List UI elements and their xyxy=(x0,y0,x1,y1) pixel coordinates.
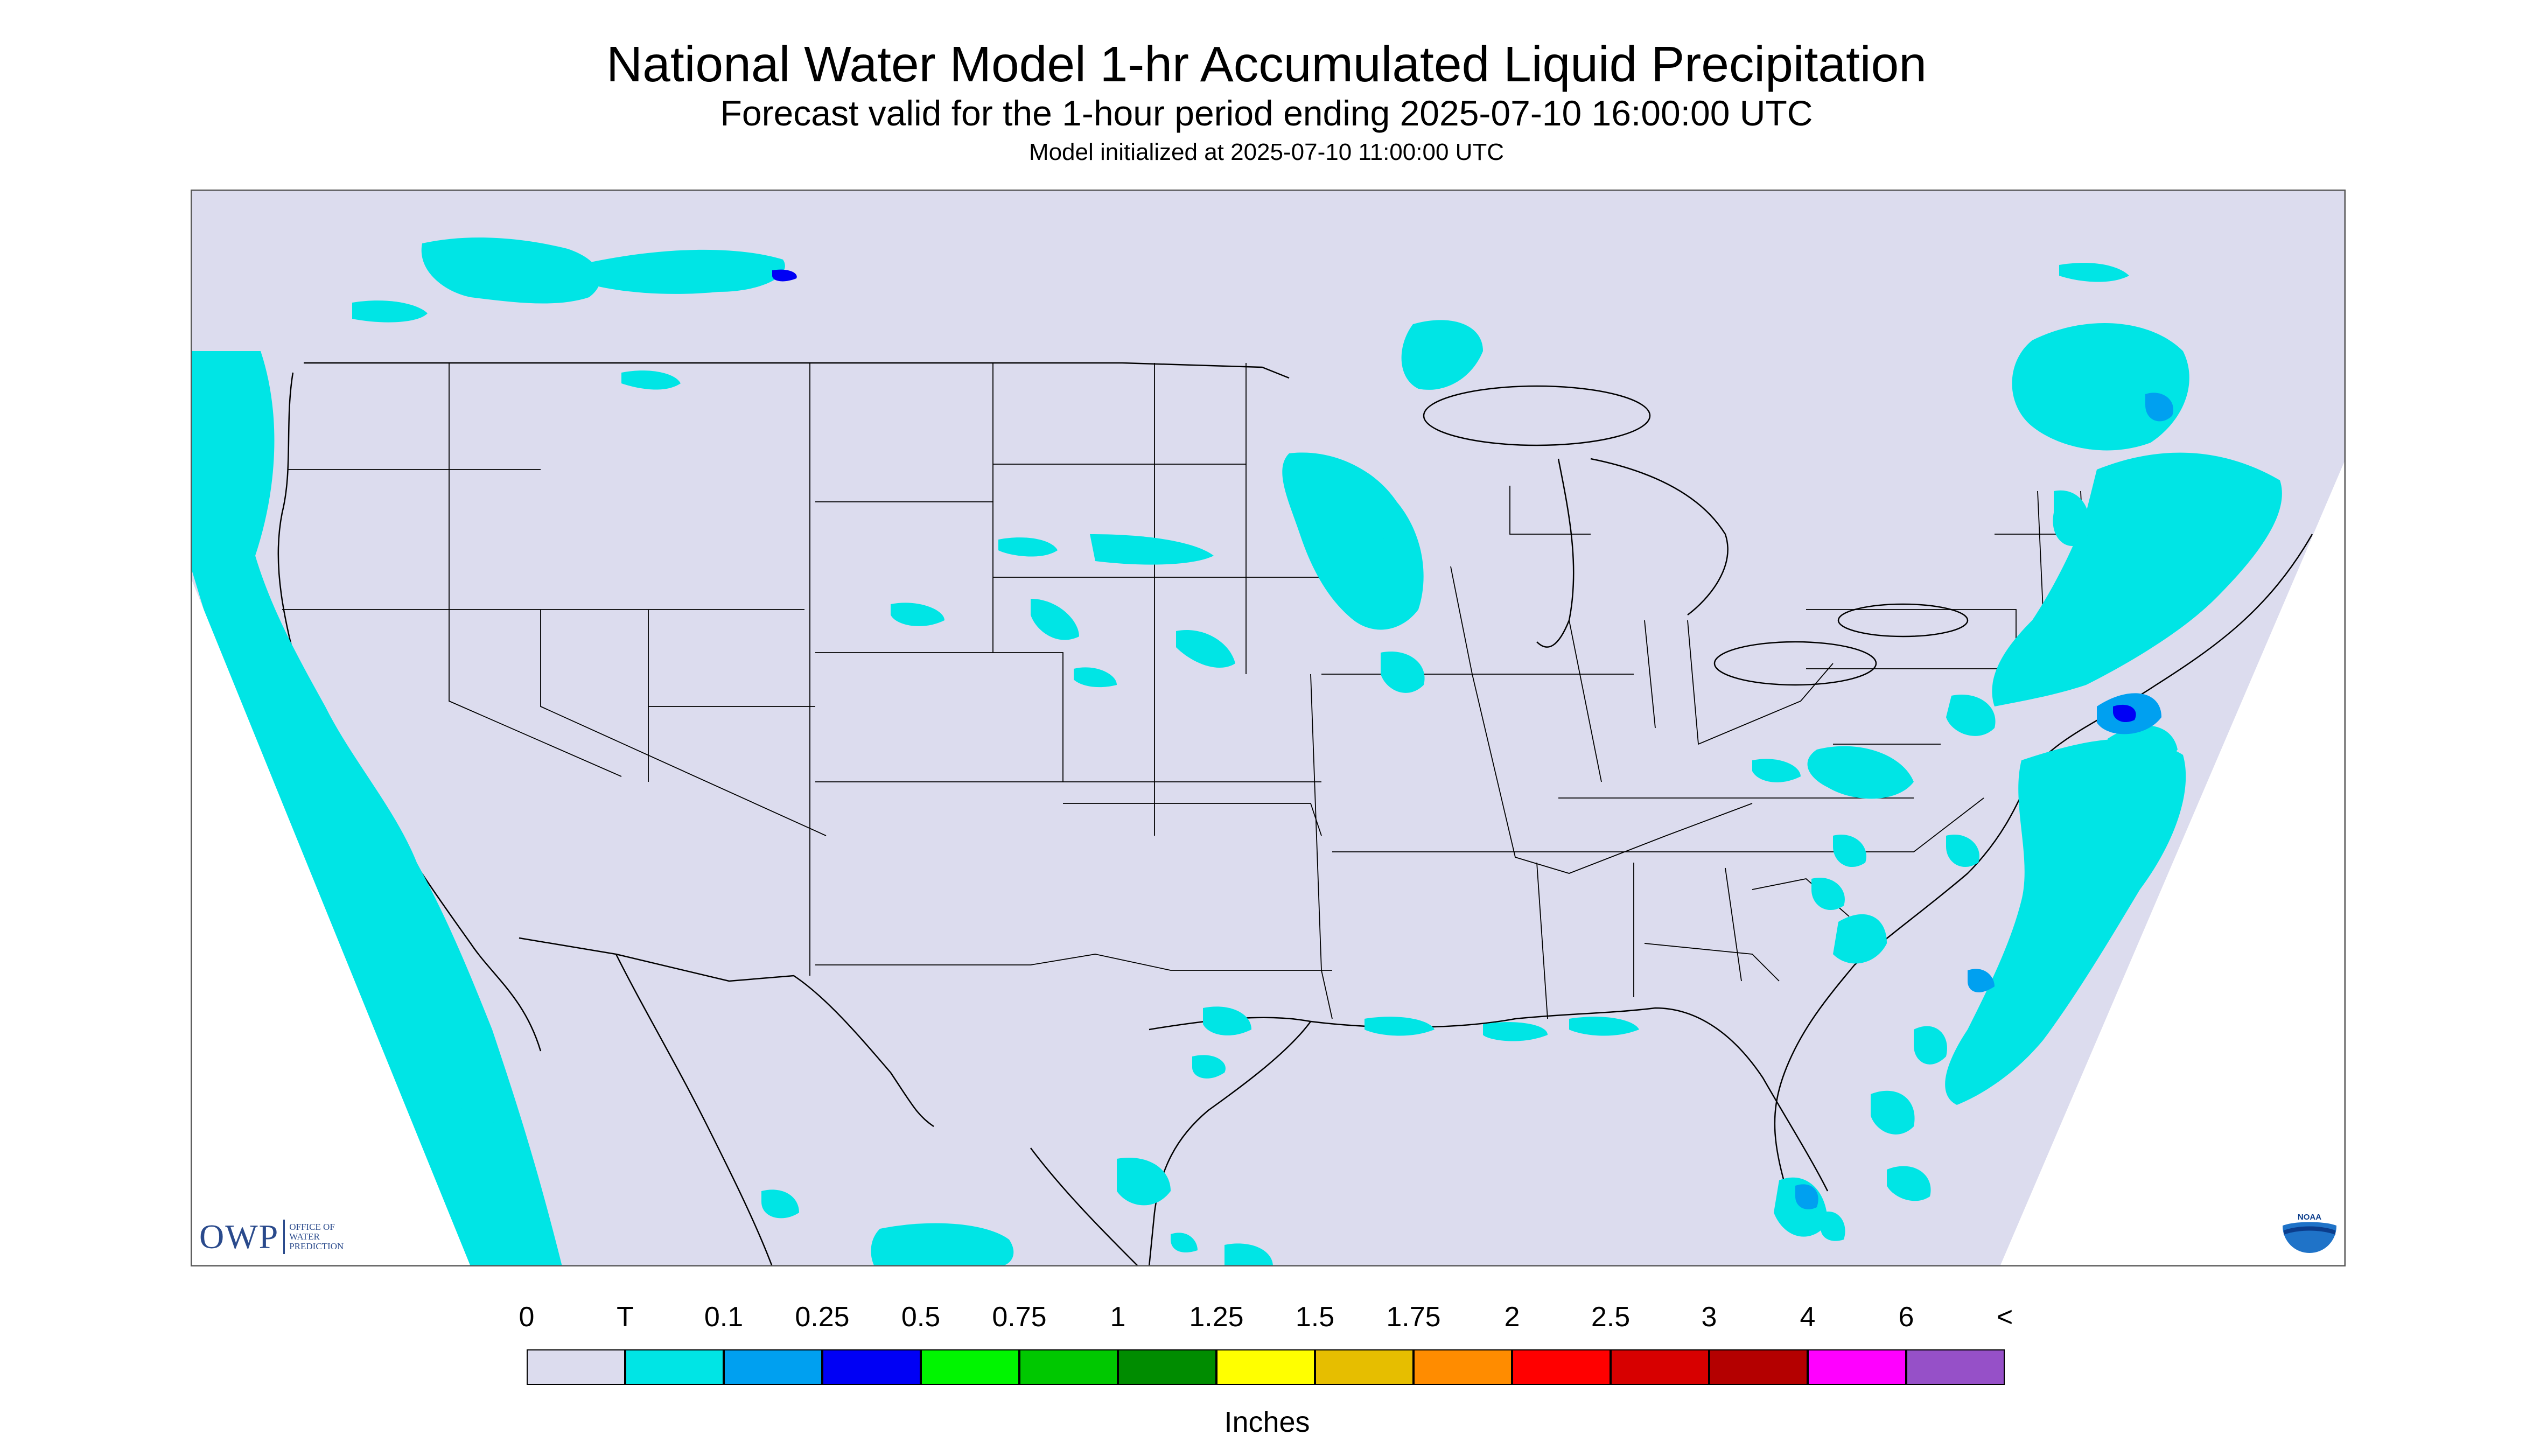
precipitation-map: NOAA xyxy=(191,190,2346,1266)
owp-mark: OWP xyxy=(199,1217,279,1256)
legend-tick-label: < xyxy=(1996,1301,2013,1333)
legend-tick-label: 6 xyxy=(1898,1301,1914,1333)
owp-name-line: PREDICTION xyxy=(289,1241,344,1251)
legend-tick-label: 1.5 xyxy=(1295,1301,1335,1333)
map-subtitle: Forecast valid for the 1-hour period end… xyxy=(720,93,1813,133)
legend-swatch xyxy=(1709,1349,1808,1385)
legend-tick-label: 0.25 xyxy=(795,1301,850,1333)
precip-trace-areas xyxy=(191,237,2282,1266)
owp-logo: OWP OFFICE OF WATER PREDICTION xyxy=(199,1217,344,1256)
legend-tick-label: 2 xyxy=(1504,1301,1520,1333)
legend-tick-label: 1.25 xyxy=(1189,1301,1244,1333)
legend-swatch xyxy=(724,1349,822,1385)
legend-swatch xyxy=(1414,1349,1512,1385)
legend-tick-label: 0.5 xyxy=(901,1301,941,1333)
map-title: National Water Model 1-hr Accumulated Li… xyxy=(606,36,1927,92)
legend-swatch xyxy=(527,1349,625,1385)
legend-swatch xyxy=(1906,1349,2005,1385)
legend-swatch xyxy=(1808,1349,1906,1385)
owp-name-line: OFFICE OF xyxy=(289,1222,335,1232)
legend-swatch xyxy=(1512,1349,1611,1385)
legend-tick-label: 2.5 xyxy=(1591,1301,1631,1333)
legend-tick-label: 0.1 xyxy=(704,1301,744,1333)
legend-units: Inches xyxy=(1224,1406,1310,1438)
legend-swatch xyxy=(1611,1349,1709,1385)
legend-swatch xyxy=(1315,1349,1414,1385)
outside-domain-masks xyxy=(191,459,2346,1266)
legend-tick-label: 4 xyxy=(1800,1301,1816,1333)
legend-tick-label: T xyxy=(617,1301,634,1333)
map-frame xyxy=(191,190,2346,1266)
legend-swatch xyxy=(1118,1349,1216,1385)
legend-swatch xyxy=(822,1349,921,1385)
owp-divider xyxy=(283,1220,285,1254)
legend-tick-label: 3 xyxy=(1701,1301,1717,1333)
precip-legend: 0 T 0.1 0.25 0.5 0.75 1 1.25 1.5 1.75 2 2.5 3 4 6 < Inc… xyxy=(519,1301,2013,1446)
legend-swatch xyxy=(1216,1349,1315,1385)
legend-tick-label: 0 xyxy=(519,1301,535,1333)
legend-swatch xyxy=(921,1349,1019,1385)
noaa-text: NOAA xyxy=(2298,1213,2321,1222)
legend-tick-label: 1.75 xyxy=(1386,1301,1441,1333)
noaa-logo-icon: NOAA xyxy=(2280,1197,2339,1255)
owp-name-line: WATER xyxy=(289,1231,320,1242)
legend-tick-label: 1 xyxy=(1110,1301,1126,1333)
owp-name: OFFICE OF WATER PREDICTION xyxy=(289,1222,344,1251)
legend-tick-label: 0.75 xyxy=(992,1301,1047,1333)
state-boundaries xyxy=(282,363,2118,1019)
model-init-text: Model initialized at 2025-07-10 11:00:00… xyxy=(1028,139,1505,165)
legend-swatch xyxy=(1019,1349,1118,1385)
legend-swatch xyxy=(625,1349,724,1385)
